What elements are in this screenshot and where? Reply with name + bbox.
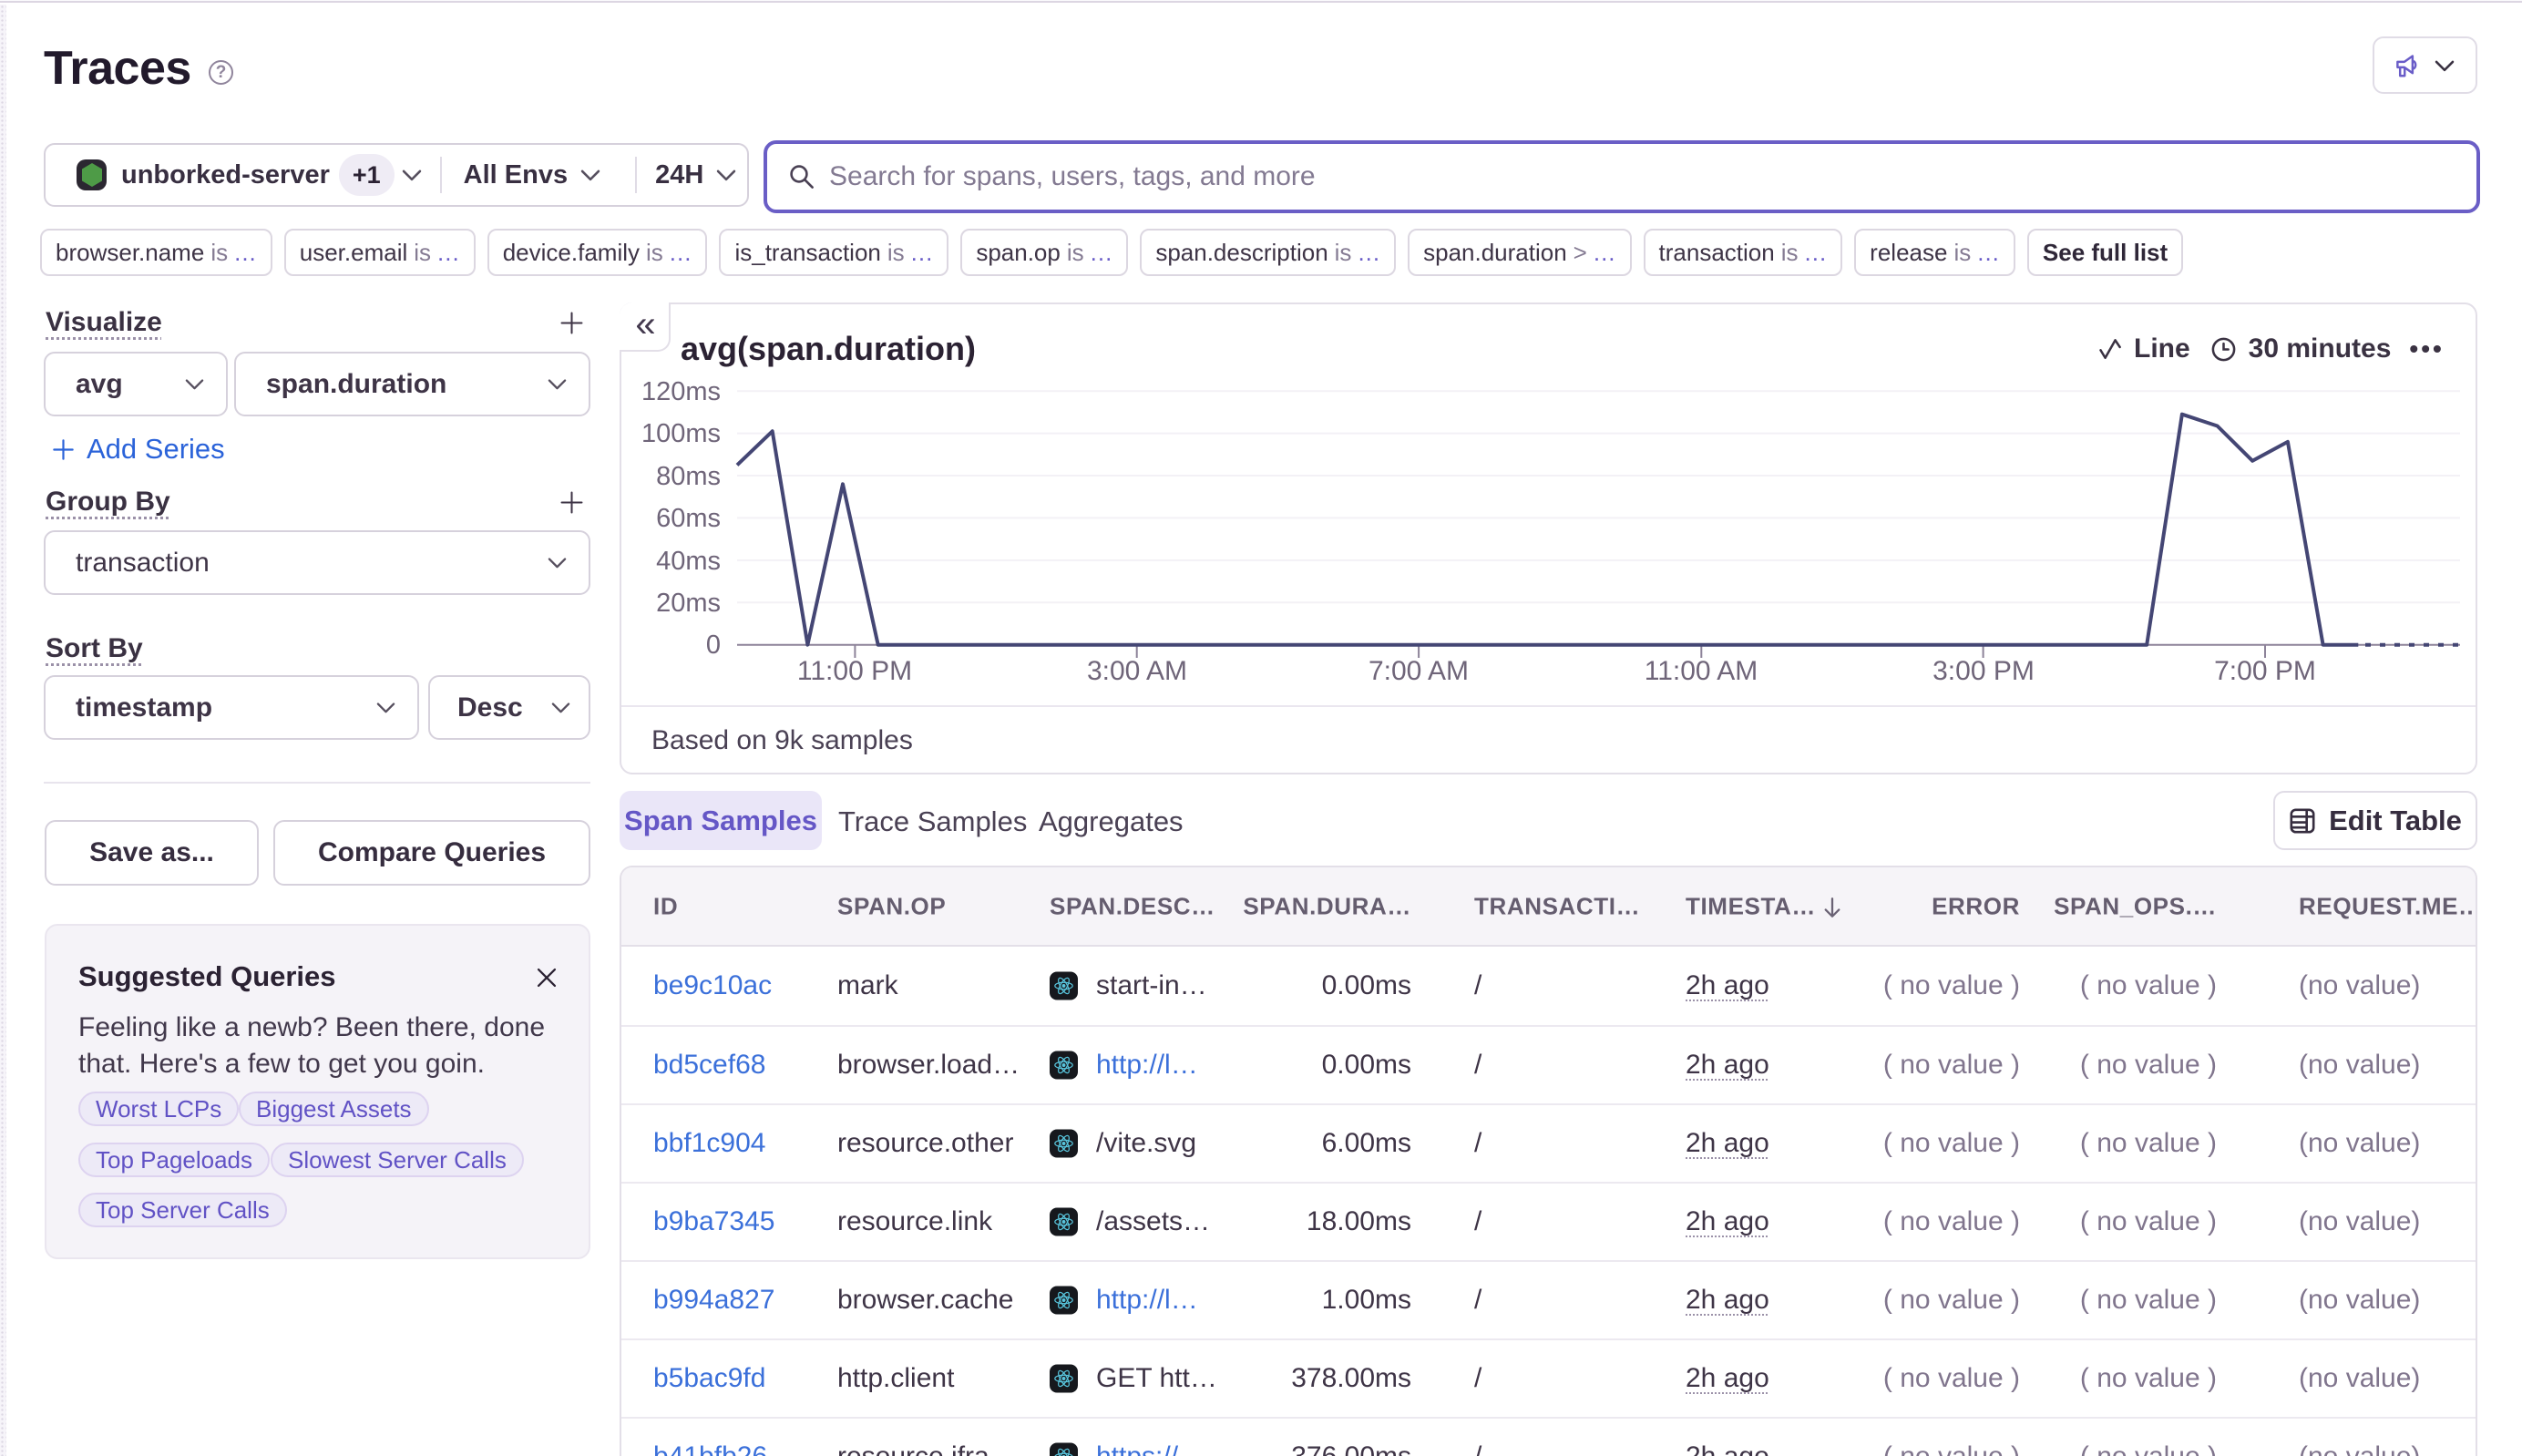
svg-text:20ms: 20ms — [656, 589, 721, 618]
svg-text:120ms: 120ms — [641, 377, 721, 406]
svg-text:3:00 PM: 3:00 PM — [1933, 656, 2035, 686]
svg-text:3:00 AM: 3:00 AM — [1087, 656, 1187, 686]
svg-text:11:00 PM: 11:00 PM — [797, 656, 912, 686]
svg-text:7:00 AM: 7:00 AM — [1369, 656, 1469, 686]
svg-text:11:00 AM: 11:00 AM — [1645, 656, 1758, 686]
svg-text:80ms: 80ms — [656, 462, 721, 491]
svg-text:0: 0 — [706, 631, 721, 660]
svg-text:7:00 PM: 7:00 PM — [2214, 656, 2316, 686]
svg-text:100ms: 100ms — [641, 419, 721, 448]
svg-text:40ms: 40ms — [656, 547, 721, 576]
svg-text:60ms: 60ms — [656, 504, 721, 533]
